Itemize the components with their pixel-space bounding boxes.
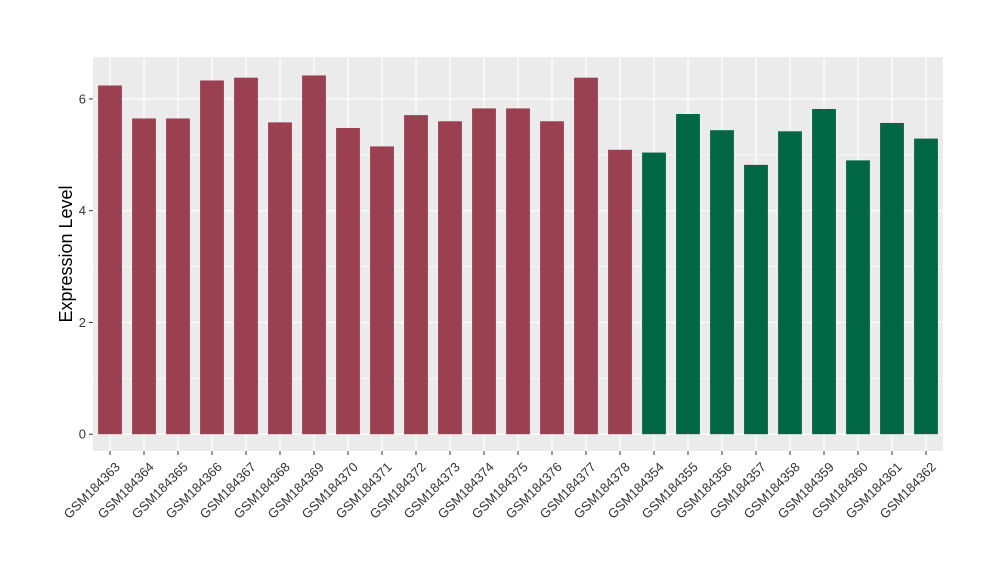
bar-GSM184368 xyxy=(268,122,292,435)
bar-GSM184373 xyxy=(438,121,462,435)
bar-GSM184378 xyxy=(608,149,632,435)
bar-GSM184360 xyxy=(846,160,870,435)
bar-GSM184358 xyxy=(778,131,802,435)
bar-GSM184359 xyxy=(812,108,836,435)
bar-GSM184366 xyxy=(200,80,224,435)
bar-GSM184371 xyxy=(370,146,394,435)
bar-series xyxy=(98,75,938,435)
y-tick-label: 0 xyxy=(79,427,86,442)
bar-GSM184363 xyxy=(98,85,122,435)
bar-GSM184355 xyxy=(676,114,700,435)
bar-GSM184364 xyxy=(132,118,156,435)
bar-GSM184361 xyxy=(880,122,904,435)
bar-GSM184356 xyxy=(710,130,734,435)
x-axis: GSM184363GSM184364GSM184365GSM184366GSM1… xyxy=(61,451,939,522)
bar-GSM184370 xyxy=(336,127,360,435)
y-tick-label: 6 xyxy=(79,91,86,106)
bar-GSM184354 xyxy=(642,152,666,435)
bar-GSM184377 xyxy=(574,77,598,435)
bar-GSM184357 xyxy=(744,164,768,435)
bar-GSM184369 xyxy=(302,75,326,435)
bar-GSM184362 xyxy=(914,138,938,435)
bar-GSM184375 xyxy=(506,108,530,435)
bar-GSM184374 xyxy=(472,108,496,435)
y-tick-label: 2 xyxy=(79,315,86,330)
bar-GSM184365 xyxy=(166,118,190,435)
bar-GSM184372 xyxy=(404,115,428,435)
y-axis-label: Expression Level xyxy=(56,185,76,322)
y-tick-label: 4 xyxy=(79,203,86,218)
bar-GSM184367 xyxy=(234,77,258,435)
y-axis: 0 2 4 6 xyxy=(79,91,93,442)
bar-GSM184376 xyxy=(540,121,564,435)
